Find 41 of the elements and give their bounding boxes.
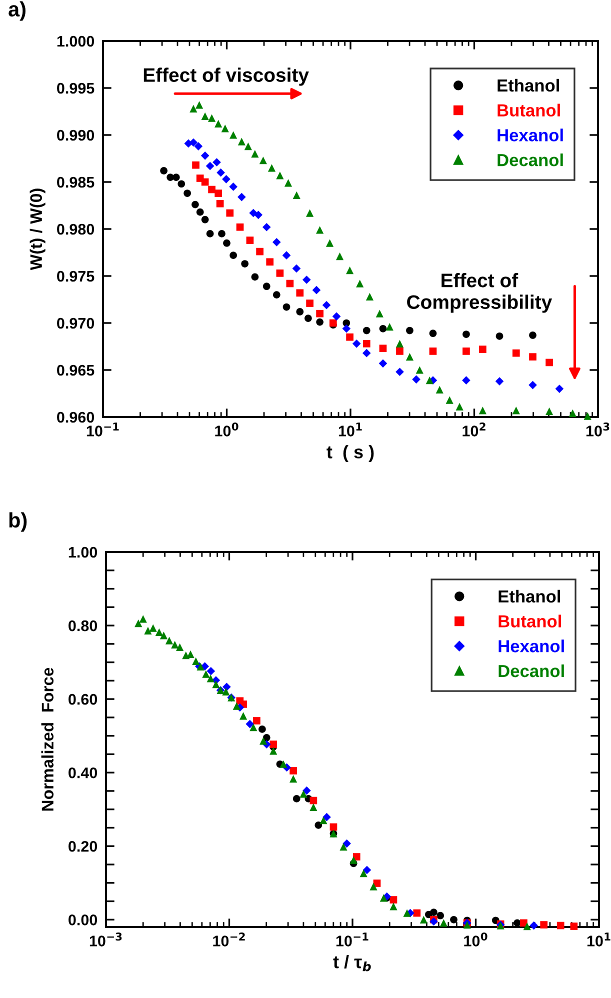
y-tick-label: 0.975 [57,270,94,282]
chart-title: a) [8,1,26,21]
legend-label: Butanol [498,104,560,117]
x-tick-label: 10$^{3}$ [586,422,610,436]
x-tick-label: 10$^{1}$ [338,422,362,436]
y-tick-label: 0.985 [57,176,94,188]
y-axis-title: W(t) / W(0) [30,188,46,270]
x-tick-label: 10$^{−1}$ [336,932,368,946]
y-tick-label: 0.60 [68,694,98,705]
y-tick-label: 0.00 [68,914,98,926]
annotation: Effect of viscosity [144,68,309,86]
annotation: Effect of Compressibility [407,273,552,313]
legend-label: Decanol [498,664,564,678]
x-tick-label: 10$^{1}$ [587,932,610,946]
x-tick-label: 10$^{−2}$ [213,932,245,946]
y-axis-title: Normalized Force [41,668,54,811]
legend-label: Decanol [498,153,563,166]
x-tick-label: 10$^{0}$ [215,422,238,436]
y-tick-label: 0.995 [57,82,94,94]
x-tick-label: 10$^{2}$ [462,422,486,436]
y-tick-label: 0.970 [57,318,94,329]
legend-label: Ethanol [498,590,560,603]
legend-label: Butanol [498,614,561,628]
chart-title: b) [9,512,27,532]
y-tick-label: 0.80 [68,620,98,632]
y-tick-label: 0.980 [57,224,94,235]
legend-label: Hexanol [498,640,564,652]
x-axis-title: t / τ$_{b}$ [333,955,371,972]
y-tick-label: 0.20 [68,840,98,852]
y-tick-label: 1.00 [68,546,98,558]
legend-label: Hexanol [498,128,563,142]
x-axis-title: t ( s ) [326,445,374,462]
y-tick-label: 0.40 [68,767,98,778]
x-tick-label: 10$^{−3}$ [90,932,122,946]
x-tick-label: 10$^{0}$ [464,932,488,946]
y-tick-label: 1.000 [57,36,94,47]
x-tick-label: 10$^{−1}$ [86,422,119,436]
y-tick-label: 0.965 [57,364,94,376]
y-tick-label: 0.990 [57,130,94,141]
legend-label: Ethanol [498,78,559,92]
y-tick-label: 0.960 [57,412,94,423]
